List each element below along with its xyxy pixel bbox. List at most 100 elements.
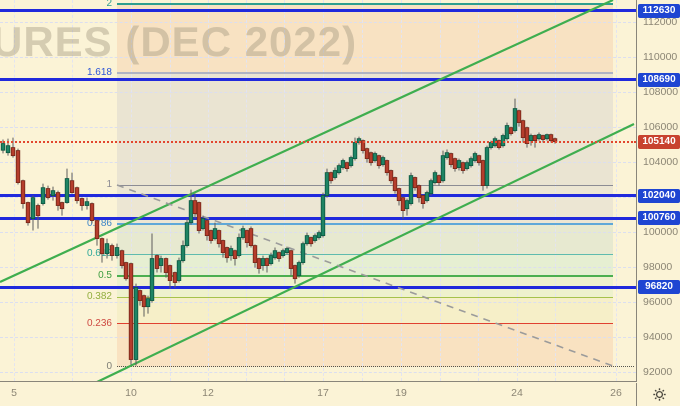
- candle-down: [99, 238, 105, 255]
- price-axis-label: 112000: [643, 15, 678, 28]
- fib-level-label: 0: [106, 360, 112, 372]
- price-axis-label: 108000: [643, 85, 679, 98]
- candle-down: [292, 265, 298, 280]
- gridline-horizontal: [0, 161, 636, 163]
- candle-down: [360, 140, 366, 151]
- gridline-horizontal: [0, 21, 636, 23]
- candle-down: [448, 153, 454, 165]
- gridline-horizontal: [0, 371, 636, 373]
- price-axis[interactable]: 112000 110000 108000 106000 104000 100000 9800…: [638, 0, 680, 382]
- candle-up: [312, 235, 318, 241]
- time-axis-label: 5: [11, 387, 17, 399]
- candle-down: [384, 160, 390, 174]
- candle-up: [212, 228, 218, 240]
- fib-level-line: [117, 322, 613, 325]
- candle-down: [123, 262, 129, 280]
- gridline-horizontal: [0, 301, 636, 303]
- axis-settings-corner: [638, 383, 680, 406]
- fib-level-label: 0.5: [98, 269, 112, 281]
- candle-up: [536, 134, 542, 140]
- candle-up: [544, 134, 550, 140]
- candlestick-chart[interactable]: [0, 0, 636, 381]
- candle-down: [416, 185, 422, 199]
- candle-down: [256, 258, 262, 269]
- fib-level-label: 2: [106, 0, 112, 9]
- time-axis-label: 12: [202, 387, 214, 399]
- gridline-horizontal: [0, 126, 636, 128]
- gridline-vertical: [14, 0, 15, 381]
- candle-down: [540, 135, 546, 140]
- candle-up: [40, 187, 46, 205]
- candle-down: [276, 252, 282, 259]
- candle-up: [284, 248, 290, 253]
- horizontal-price-line: [0, 78, 636, 82]
- candle-down: [216, 230, 222, 245]
- candle-up: [184, 222, 190, 247]
- time-axis-label: 17: [317, 387, 329, 399]
- candle-down: [392, 177, 398, 192]
- candle-down: [25, 202, 31, 224]
- candle-up: [268, 255, 274, 265]
- candle-up: [428, 180, 434, 195]
- fib-level-label: 0.786: [86, 218, 112, 230]
- candle-down: [436, 175, 442, 184]
- candle-down: [232, 250, 238, 259]
- fib-level-line: [117, 223, 613, 225]
- horizontal-price-line: [0, 194, 636, 198]
- candle-down: [137, 290, 143, 301]
- candle-down: [109, 245, 115, 256]
- candle-up: [260, 258, 266, 266]
- candle-down: [163, 258, 169, 273]
- candle-down: [204, 220, 210, 237]
- candle-down: [288, 250, 294, 269]
- price-axis-label: 94000: [643, 330, 673, 343]
- gridline-horizontal: [0, 91, 636, 93]
- candle-down: [10, 147, 16, 157]
- candle-up: [228, 248, 234, 256]
- candle-up: [440, 155, 446, 182]
- candle-up: [512, 108, 518, 132]
- settings-gear-icon[interactable]: [652, 387, 667, 402]
- horizontal-price-line: [0, 285, 636, 289]
- candle-down: [20, 180, 26, 205]
- candle-up: [236, 237, 242, 256]
- candle-up: [316, 232, 322, 238]
- candle-up: [240, 228, 246, 238]
- fib-band: [117, 323, 613, 367]
- candle-up: [200, 218, 206, 230]
- fib-level-line: [117, 184, 613, 186]
- candle-down: [74, 187, 80, 202]
- candle-up: [149, 258, 155, 301]
- candle-down: [376, 155, 382, 167]
- candle-up: [304, 235, 310, 245]
- candle-up: [380, 157, 386, 165]
- green-trendline: [96, 123, 635, 381]
- candle-down: [412, 177, 418, 189]
- time-axis-label: 26: [610, 387, 622, 399]
- candle-up: [158, 258, 164, 266]
- gridline-vertical: [284, 0, 285, 381]
- price-axis-label: 92000: [643, 365, 673, 378]
- gridline-vertical: [555, 0, 556, 381]
- candle-up: [84, 201, 90, 206]
- gridline-vertical: [362, 0, 363, 381]
- gridline-vertical: [246, 0, 247, 381]
- candle-down: [128, 263, 134, 360]
- candle-up: [404, 200, 410, 210]
- candle-down: [368, 152, 374, 164]
- time-axis[interactable]: 5 10 12 17 19 24 26: [0, 383, 637, 406]
- chart-pane[interactable]: URES (DEC 2022) 2 1.618 1 0.786 0.618 0.5 0.38…: [0, 0, 637, 382]
- candle-down: [396, 188, 402, 202]
- candle-up: [332, 170, 338, 178]
- candle-up: [320, 195, 326, 237]
- candle-up: [50, 190, 56, 196]
- time-axis-label: 19: [395, 387, 407, 399]
- candle-down: [79, 198, 85, 206]
- candle-down: [89, 203, 95, 221]
- gridline-horizontal: [0, 336, 636, 338]
- candle-up: [145, 298, 151, 308]
- candle-down: [420, 195, 426, 205]
- candle-up: [444, 152, 450, 158]
- candle-down: [244, 230, 250, 244]
